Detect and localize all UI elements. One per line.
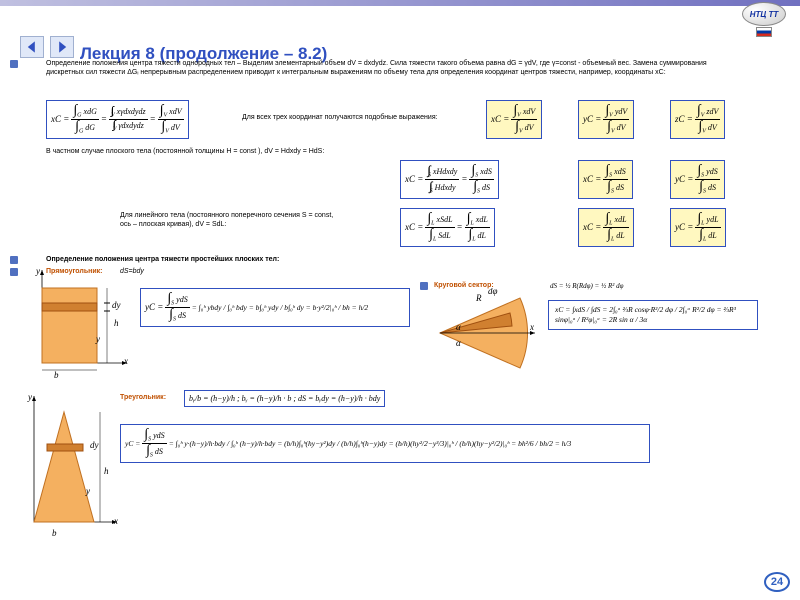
formula-xc-line-y: xC = ∫L xdL∫L dL <box>578 208 634 247</box>
svg-text:dφ: dφ <box>488 288 498 296</box>
formula-xc-area: xC = ∫∫S xHdxdy∫∫S Hdxdy = ∫S xdS∫S dS <box>400 160 499 199</box>
formula-yc-yellow: yC = ∫V ydV∫V dV <box>578 100 634 139</box>
formula-xc-yellow: xC = ∫V xdV∫V dV <box>486 100 542 139</box>
flat-text: В частном случае плоского тела (постоянн… <box>46 148 466 157</box>
svg-text:α: α <box>456 338 461 348</box>
svg-text:α: α <box>456 322 461 332</box>
svg-text:x: x <box>529 322 534 332</box>
simple-heading: Определение положения центра тяжести про… <box>46 256 279 265</box>
sector-diagram: R dφ α α x <box>430 288 540 378</box>
logo: НТЦ ТТ <box>734 2 794 38</box>
sector-ds: dS = ½ R(Rdφ) = ½ R² dφ <box>550 282 624 291</box>
formula-sector: xC = ∫xdS / ∫dS = 2∫₀ᵅ ⅔R cosφ·R²/2 dφ /… <box>548 300 758 330</box>
logo-text: НТЦ ТТ <box>742 2 786 26</box>
bullet-icon <box>10 60 18 68</box>
next-button[interactable] <box>50 36 74 58</box>
formula-xc-area-y: xC = ∫S xdS∫S dS <box>578 160 633 199</box>
intro-text: Определение положения центра тяжести одн… <box>46 60 736 78</box>
formula-tri-by: bᵧ/b = (h−y)/h ; bᵧ = (h−y)/h · b ; dS =… <box>184 390 385 407</box>
page-number: 24 <box>764 572 790 592</box>
formula-rect: yC = ∫S ydS∫S dS = ∫₀ʰ ybdy / ∫₀ʰ bdy = … <box>140 288 410 327</box>
triangle-diagram <box>22 394 122 534</box>
formula-tri: yC = ∫S ydS∫S dS = ∫₀ʰ y·(h−y)/h·bdy / ∫… <box>120 424 650 463</box>
linear-text: Для линейного тела (постоянного поперечн… <box>120 212 420 230</box>
bullet-icon <box>10 268 18 276</box>
formula-zc-yellow: zC = ∫V zdV∫V dV <box>670 100 725 139</box>
formula-yc-line-y: yC = ∫L ydL∫L dL <box>670 208 726 247</box>
prev-button[interactable] <box>20 36 44 58</box>
tri-title: Треугольник: <box>120 394 166 403</box>
nav <box>20 36 74 58</box>
svg-text:R: R <box>475 293 482 303</box>
formula-xc-volume: xC = ∫G xdG∫G dG = ∫∫∫V xγdxdydz∫∫∫V γdx… <box>46 100 189 139</box>
all3-text: Для всех трех координат получаются подоб… <box>242 114 472 123</box>
bullet-icon <box>10 256 18 264</box>
flag-icon <box>756 27 772 37</box>
bullet-icon <box>420 282 428 290</box>
formula-xc-line: xC = ∫L xSdL∫L SdL = ∫L xdL∫L dL <box>400 208 495 247</box>
formula-yc-area-y: yC = ∫S ydS∫S dS <box>670 160 725 199</box>
